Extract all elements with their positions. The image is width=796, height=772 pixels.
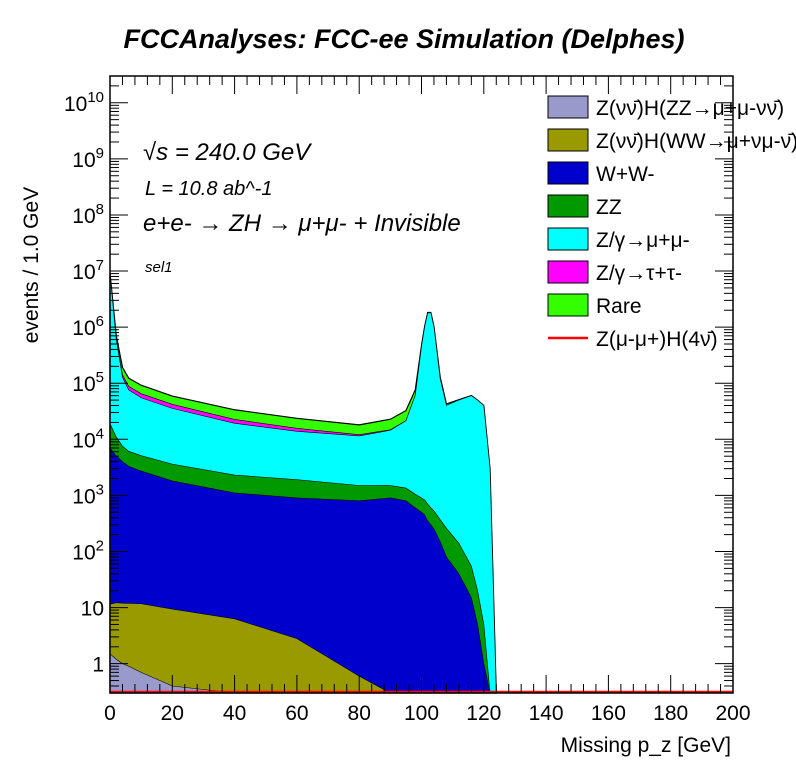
legend-label: Z(μ-μ+)H(4ν̄) [596, 328, 718, 351]
legend-entry-z: Z/γ→τ+τ- [547, 260, 682, 285]
legend-label: Z(νν̄)H(WW→μ+νμ-ν̄) [596, 130, 796, 153]
x-tick-label: 80 [348, 702, 371, 725]
legend-label: Rare [596, 295, 642, 318]
y-tick-label: 1010 [64, 89, 104, 116]
legend-swatch [547, 293, 589, 317]
y-tick-label: 109 [72, 145, 104, 172]
y-tick-label: 107 [72, 257, 104, 284]
y-tick-label: 106 [72, 313, 104, 340]
legend-swatch [547, 95, 589, 119]
x-tick-label: 180 [653, 702, 688, 725]
x-tick-label: 40 [223, 702, 246, 725]
annotation-selection: sel1 [145, 259, 173, 276]
x-tick-label: 120 [466, 702, 501, 725]
legend-label: W+W- [596, 163, 655, 186]
x-tick-label: 100 [404, 702, 439, 725]
legend-label: ZZ [596, 196, 622, 219]
annotation-process: e+e- → ZH → μ+μ- + Invisible [143, 210, 461, 237]
legend-swatch [547, 260, 589, 284]
legend-entry-z-h-4: Z(μ-μ+)H(4ν̄) [548, 328, 718, 351]
legend-entry-w-w: W+W- [547, 161, 655, 186]
plot-areas [109, 273, 497, 694]
x-axis-label: Missing p_z [GeV] [561, 734, 731, 757]
y-tick-label: 104 [72, 425, 104, 452]
legend-swatch [547, 194, 589, 218]
y-axis-ticks: 1 10 102 103 104 105 106 107 108 109 1010 [64, 75, 733, 694]
x-tick-label: 160 [591, 702, 626, 725]
x-tick-label: 200 [715, 702, 750, 725]
legend-swatch [547, 161, 589, 185]
x-tick-label: 60 [285, 702, 308, 725]
legend-entry-z: Z/γ→μ+μ- [547, 227, 690, 252]
y-tick-label: 10 [81, 598, 104, 621]
legend-label: Z/γ→τ+τ- [596, 262, 682, 285]
x-tick-label: 140 [529, 702, 564, 725]
y-tick-label: 102 [72, 537, 104, 564]
y-tick-label: 1 [92, 654, 104, 677]
legend-entry-rare: Rare [547, 293, 642, 318]
legend-label: Z/γ→μ+μ- [596, 229, 690, 252]
y-tick-label: 105 [72, 369, 104, 396]
x-tick-label: 20 [161, 702, 184, 725]
y-axis-label: events / 1.0 GeV [20, 187, 43, 343]
annotation-luminosity: L = 10.8 ab^-1 [145, 178, 272, 200]
annotation-sqrt-s: √s = 240.0 GeV [143, 139, 312, 166]
legend-label: Z(νν̄)H(ZZ→μ+μ-νν̄) [596, 97, 784, 120]
legend: Z(νν̄)H(ZZ→μ+μ-νν̄) Z(νν̄)H(WW→μ+νμ-ν̄) W+… [547, 95, 796, 351]
y-tick-label: 108 [72, 201, 104, 228]
legend-swatch [547, 227, 589, 251]
x-axis-ticks: 0 20 40 60 80 100 120 140 160 180 200 [104, 76, 751, 725]
legend-swatch [547, 128, 589, 152]
legend-entry-zz: ZZ [547, 194, 622, 219]
y-tick-label: 103 [72, 481, 104, 508]
legend-entry-z-h-ww: Z(νν̄)H(WW→μ+νμ-ν̄) [547, 128, 796, 153]
x-tick-label: 0 [104, 702, 116, 725]
chart-title: FCCAnalyses: FCC-ee Simulation (Delphes) [123, 24, 684, 54]
legend-entry-z-h-zz: Z(νν̄)H(ZZ→μ+μ-νν̄) [547, 95, 784, 120]
